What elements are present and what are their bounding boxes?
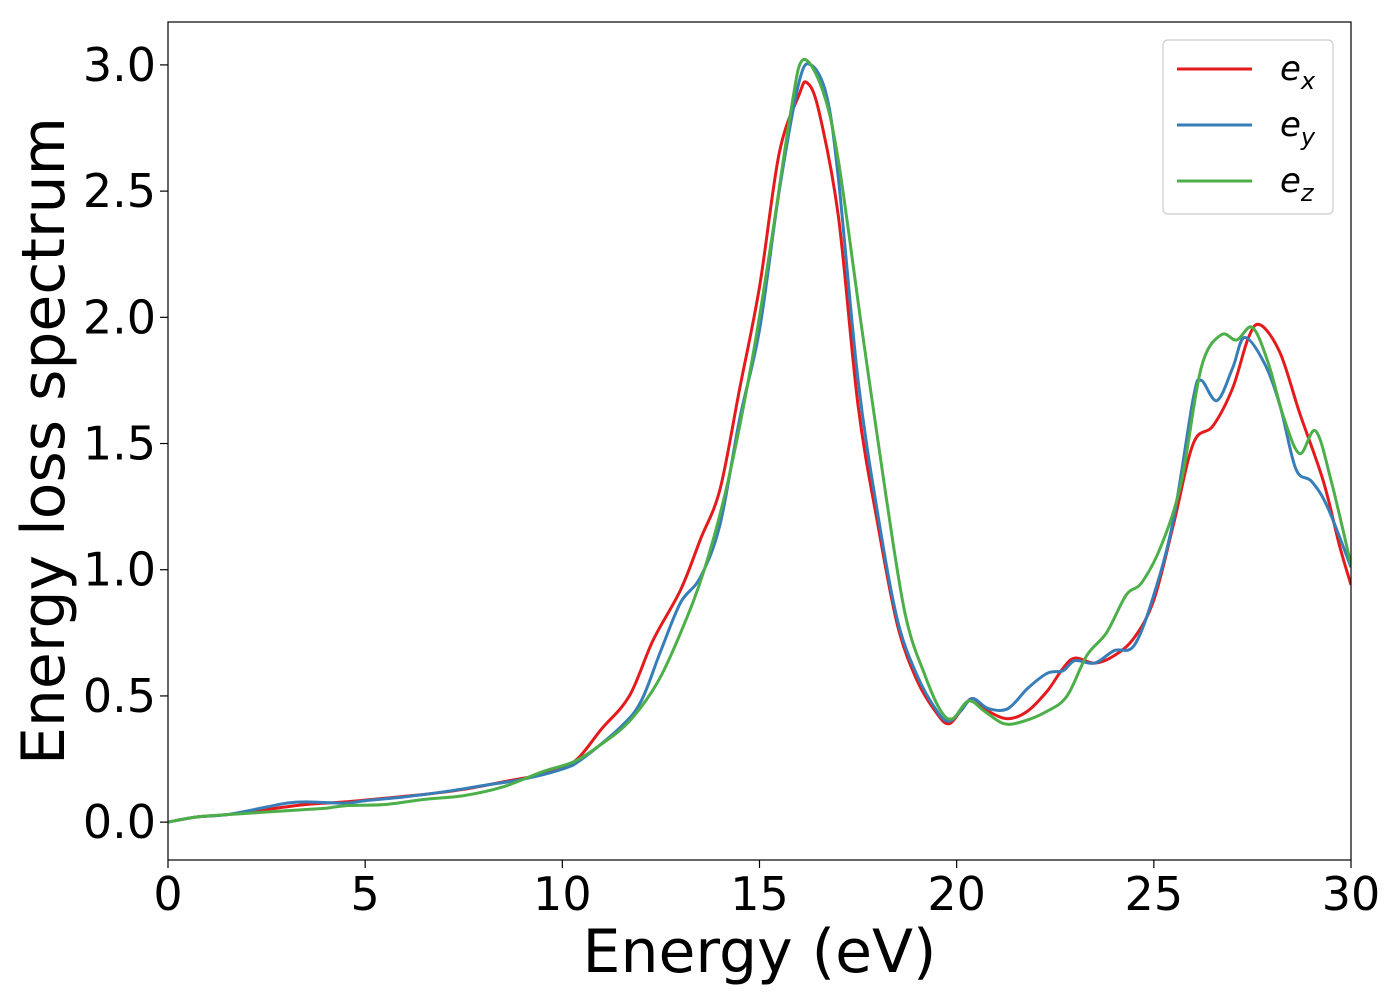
y-tick-label: 2.0 — [83, 290, 156, 344]
x-tick-label: 20 — [927, 867, 986, 921]
x-axis-label: Energy (eV) — [583, 917, 937, 987]
legend-box — [1162, 39, 1334, 215]
y-tick-label: 3.0 — [83, 38, 156, 92]
x-tick-label: 10 — [533, 867, 592, 921]
series-line-e-z — [168, 58, 1351, 824]
y-tick-label: 2.5 — [83, 164, 156, 218]
x-tick-label: 5 — [351, 867, 380, 921]
x-tick-label: 15 — [730, 867, 789, 921]
y-tick-label: 0.5 — [83, 669, 156, 723]
x-tick-label: 25 — [1125, 867, 1184, 921]
y-axis-label: Energy loss spectrum — [9, 117, 79, 765]
y-tick-label: 0.0 — [83, 795, 156, 849]
y-tick-label: 1.0 — [83, 543, 156, 597]
x-tick-label: 30 — [1322, 867, 1381, 921]
plot-lines — [168, 58, 1351, 824]
y-tick-label: 1.5 — [83, 417, 156, 471]
x-axis: 0 5 10 15 20 25 30 — [153, 860, 1380, 921]
x-tick-label: 0 — [153, 867, 182, 921]
y-axis: 0.0 0.5 1.0 1.5 2.0 2.5 3.0 — [83, 38, 168, 849]
series-line-e-y — [168, 62, 1351, 824]
